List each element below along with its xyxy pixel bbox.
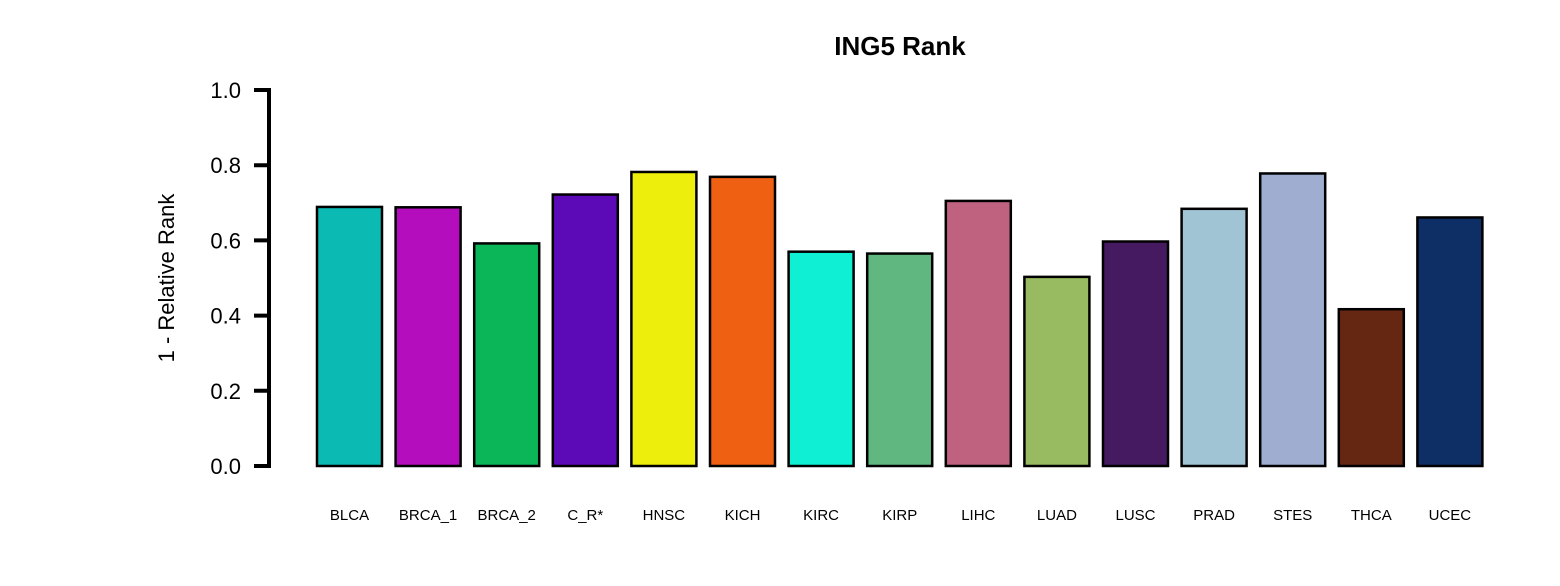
y-ticks: 0.0 0.2 0.4 0.6 0.8 1.0 [210, 78, 271, 479]
bar-brca-2 [472, 242, 541, 468]
x-tick-label: STES [1273, 507, 1312, 524]
bar-hnsc [630, 170, 698, 468]
bar-ucec [1416, 216, 1484, 468]
bar-kich [708, 175, 777, 468]
bars [315, 170, 1484, 468]
y-tick-label: 0.8 [210, 153, 241, 178]
bar-lusc [1101, 240, 1170, 468]
x-tick-label: LUAD [1037, 507, 1077, 524]
x-tick-label: KIRC [803, 507, 839, 524]
y-tick-label: 0.2 [210, 379, 241, 404]
bar-lihc [944, 199, 1013, 468]
bar-kirc [787, 250, 855, 468]
x-tick-label: PRAD [1193, 507, 1235, 524]
y-tick-label: 0.6 [210, 228, 241, 253]
y-axis-label: 1 - Relative Rank [154, 193, 179, 363]
bar-blca [315, 205, 384, 468]
y-tick-label: 0.4 [210, 304, 241, 329]
bar-kirp [865, 252, 934, 468]
x-tick-label: THCA [1351, 507, 1392, 524]
bar-brca-1 [394, 206, 462, 468]
bar-c-r [551, 193, 620, 468]
bar-stes [1258, 172, 1327, 468]
bar-thca [1337, 307, 1406, 468]
chart-title: ING5 Rank [834, 31, 966, 61]
bar-luad [1023, 275, 1091, 468]
x-tick-label: BRCA_2 [478, 507, 536, 524]
x-tick-label: KIRP [882, 507, 917, 524]
y-tick-label: 1.0 [210, 78, 241, 103]
y-tick-label: 0.0 [210, 454, 241, 479]
x-tick-label: LIHC [961, 507, 995, 524]
x-tick-labels: BLCA BRCA_1 BRCA_2 C_R* HNSC KICH KIRC KIRP LIHC… [330, 507, 1471, 524]
x-tick-label: KICH [725, 507, 761, 524]
x-tick-label: C_R* [567, 507, 603, 524]
x-tick-label: HNSC [643, 507, 686, 524]
x-tick-label: BLCA [330, 507, 369, 524]
x-tick-label: BRCA_1 [399, 507, 457, 524]
x-tick-label: LUSC [1115, 507, 1155, 524]
x-tick-label: UCEC [1429, 507, 1472, 524]
bar-prad [1180, 207, 1248, 468]
